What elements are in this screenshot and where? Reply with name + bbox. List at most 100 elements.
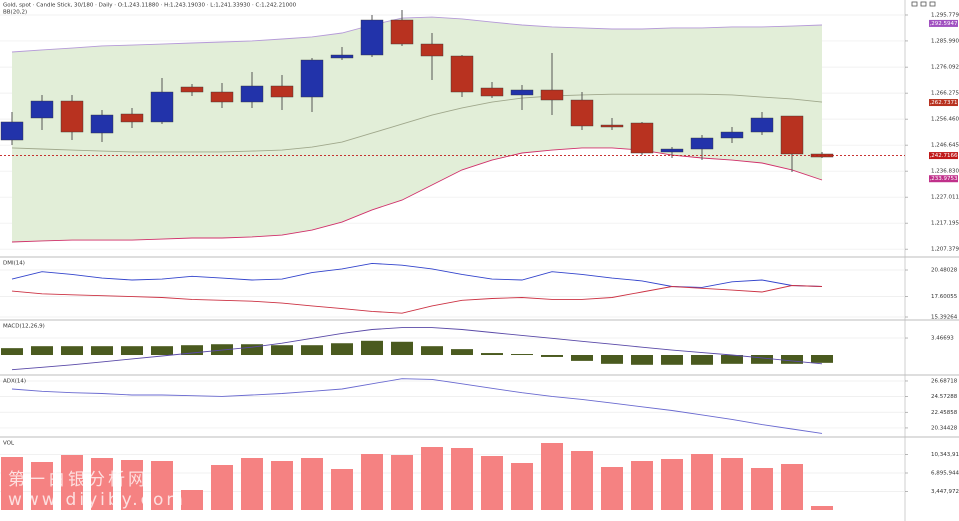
- histogram-bar: [151, 346, 173, 356]
- y-tick-label: 1,285.99058: [931, 38, 959, 44]
- y-tick-label: 1,236.83002: [931, 169, 959, 175]
- histogram-bar: [181, 345, 203, 356]
- volume-bar: [151, 461, 173, 510]
- histogram-bar: [331, 343, 353, 356]
- volume-bar: [361, 454, 383, 510]
- candle-body: [750, 117, 774, 133]
- histogram-bar: [511, 354, 533, 356]
- volume-bar: [331, 469, 353, 510]
- histogram-bar: [31, 346, 53, 356]
- y-tick-label: 1,227.01193: [931, 195, 959, 201]
- candle-body: [120, 113, 144, 123]
- volume-bar: [1, 456, 23, 510]
- price-tag-label: 1,242.71666: [926, 153, 959, 159]
- volume-bar: [271, 461, 293, 510]
- y-tick-label: 17.60055: [931, 294, 958, 300]
- y-tick-label: 1,217.19583: [931, 221, 959, 227]
- volume-bar: [481, 456, 503, 510]
- candle-body: [210, 91, 234, 103]
- candle-body: [90, 114, 114, 134]
- candle-body: [240, 85, 264, 103]
- toolbar-button[interactable]: [920, 1, 927, 7]
- candle-body: [630, 122, 654, 154]
- y-tick-label: 10,343,915: [931, 452, 959, 458]
- histogram-bar: [661, 355, 683, 365]
- histogram-bar: [691, 355, 713, 365]
- candle-body: [600, 124, 624, 128]
- candle-body: [360, 19, 384, 56]
- y-tick-label: 1,256.46021: [931, 117, 959, 123]
- band-lower: [11, 147, 823, 243]
- y-tick-label: 20.34428: [931, 425, 958, 431]
- volume-bar: [391, 454, 413, 510]
- toolbar-button[interactable]: [911, 1, 918, 7]
- candle-body: [780, 115, 804, 155]
- volume-bar: [571, 451, 593, 510]
- candle-body: [480, 87, 504, 97]
- y-tick-label: 1,266.27531: [931, 91, 959, 97]
- price-tag: [929, 19, 958, 27]
- candle-body: [180, 86, 204, 93]
- price-tag: [929, 99, 958, 107]
- candle-body: [150, 91, 174, 123]
- histogram-bar: [91, 346, 113, 356]
- histogram-bar: [211, 344, 233, 356]
- volume-bar: [301, 457, 323, 510]
- histogram-bar: [61, 346, 83, 356]
- price-tag: [929, 152, 958, 160]
- candle-body: [570, 99, 594, 127]
- price-tag: [929, 175, 958, 183]
- band-upper: [11, 16, 823, 53]
- candle-body: [330, 54, 354, 59]
- y-tick-label: 6,895,944: [931, 470, 959, 476]
- volume-bar: [781, 464, 803, 510]
- y-tick-label: 3,447,972: [931, 489, 959, 495]
- price-tag-label: 1,233.97535: [926, 176, 959, 182]
- volume-bar: [601, 467, 623, 510]
- y-tick-label: 3.46693: [931, 336, 954, 342]
- volume-bar: [121, 459, 143, 510]
- y-tick-label: 1,207.37974: [931, 247, 959, 253]
- histogram-bar: [271, 345, 293, 356]
- volume-bar: [631, 461, 653, 510]
- volume-bar: [721, 457, 743, 510]
- histogram-bar: [361, 340, 383, 356]
- watermark: 第一白银分析网: [8, 470, 148, 490]
- volume-bar: [421, 446, 443, 510]
- histogram-bar: [121, 346, 143, 356]
- candle-body: [540, 89, 564, 101]
- y-tick-label: 1,295.77986: [931, 12, 959, 18]
- y-tick-label: 24.57288: [931, 394, 958, 400]
- histogram-bar: [301, 345, 323, 356]
- histogram-bar: [1, 348, 23, 356]
- y-tick-label: 1,276.09241: [931, 65, 959, 71]
- y-tick-label: 22.45858: [931, 410, 958, 416]
- price-tag-label: 1,292.59473: [926, 21, 959, 27]
- histogram-bar: [541, 355, 563, 357]
- y-tick-label: 1,246.64512: [931, 143, 959, 149]
- histogram-bar: [601, 355, 623, 364]
- toolbar-button[interactable]: [929, 1, 936, 7]
- volume-bar: [751, 467, 773, 510]
- candle-body: [510, 89, 534, 96]
- panel-title: ADX(14): [3, 379, 26, 385]
- y-tick-label: 26.68718: [931, 378, 958, 384]
- histogram-bar: [241, 344, 263, 356]
- candle-body: [0, 121, 24, 141]
- volume-bar: [691, 454, 713, 510]
- histogram-bar: [391, 341, 413, 356]
- y-tick-label: 20.48028: [931, 268, 958, 274]
- candle-body: [300, 59, 324, 98]
- volume-bar: [511, 462, 533, 510]
- candle-body: [660, 148, 684, 153]
- candle-body: [450, 55, 474, 93]
- panel-title: MACD(12,26,9): [3, 324, 45, 330]
- candle-body: [60, 100, 84, 133]
- histogram-bar: [451, 349, 473, 356]
- histogram-bar: [721, 355, 743, 364]
- y-tick-label: 15.39264: [931, 315, 958, 321]
- toolbar: [911, 1, 936, 7]
- series-line: [11, 378, 823, 434]
- volume-bar: [61, 454, 83, 510]
